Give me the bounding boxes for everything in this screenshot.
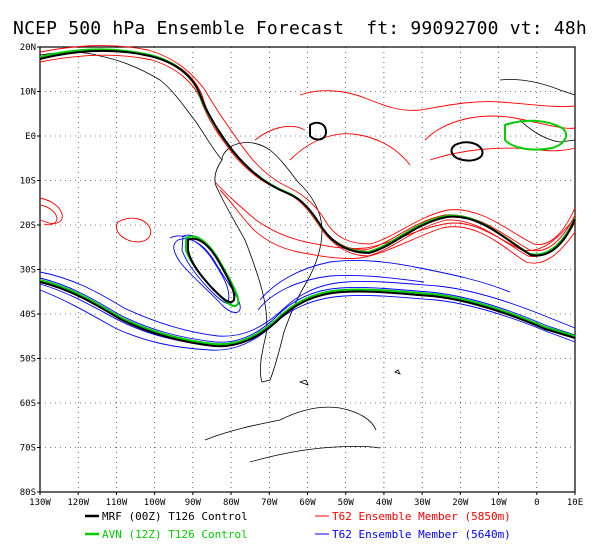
legend-label: T62 Ensemble Member (5640m)	[332, 528, 511, 541]
coast-central-america	[39, 51, 223, 161]
latitude-labels: 20N 10N E0 10S 20S 30S 40S 50S 60S 70S 80S	[20, 43, 40, 498]
lon-label: 130W	[29, 498, 51, 508]
coast-south-america	[214, 142, 323, 383]
lon-label: 50W	[338, 498, 355, 508]
lat-label: 50S	[20, 355, 36, 365]
lon-label: 30W	[414, 498, 431, 508]
lon-label: 100W	[144, 498, 166, 508]
ensemble-5640m-contours	[39, 234, 576, 351]
coast-islands	[298, 369, 401, 386]
legend: MRF (00Z) T126 Control AVN (12Z) T126 Con…	[85, 510, 511, 541]
coastlines	[39, 51, 576, 463]
lon-label: 120W	[67, 498, 89, 508]
lat-label: 10S	[20, 177, 36, 187]
lon-label: 60W	[299, 498, 316, 508]
lon-label: 80W	[223, 498, 240, 508]
lat-label: 80S	[20, 488, 36, 498]
lon-label: 90W	[185, 498, 202, 508]
lon-label: 110W	[106, 498, 128, 508]
lon-label: 0	[534, 498, 539, 508]
lat-label: E0	[25, 132, 36, 142]
lat-label: 60S	[20, 399, 36, 409]
lon-label: 10W	[490, 498, 507, 508]
lon-label: 10E	[567, 498, 583, 508]
map-grid	[40, 47, 575, 492]
legend-label: T62 Ensemble Member (5850m)	[332, 510, 511, 523]
mrf-control-contours	[39, 49, 576, 348]
lon-label: 20W	[452, 498, 469, 508]
lat-label: 20N	[20, 43, 36, 53]
lat-label: 10N	[20, 88, 36, 98]
lat-label: 30S	[20, 266, 36, 276]
lat-label: 40S	[20, 310, 36, 320]
coast-africa	[499, 79, 576, 143]
legend-label: MRF (00Z) T126 Control	[102, 510, 248, 523]
longitude-labels: 130W 120W 110W 100W 90W 80W 70W 60W 50W 40W 30W 20W…	[29, 492, 583, 508]
coast-antarctica	[204, 406, 381, 463]
lon-label: 70W	[261, 498, 278, 508]
legend-label: AVN (12Z) T126 Control	[102, 528, 248, 541]
lat-label: 70S	[20, 444, 36, 454]
lat-label: 20S	[20, 221, 36, 231]
lon-label: 40W	[376, 498, 393, 508]
map-title: NCEP 500 hPa Ensemble Forecast ft: 99092…	[13, 18, 587, 39]
